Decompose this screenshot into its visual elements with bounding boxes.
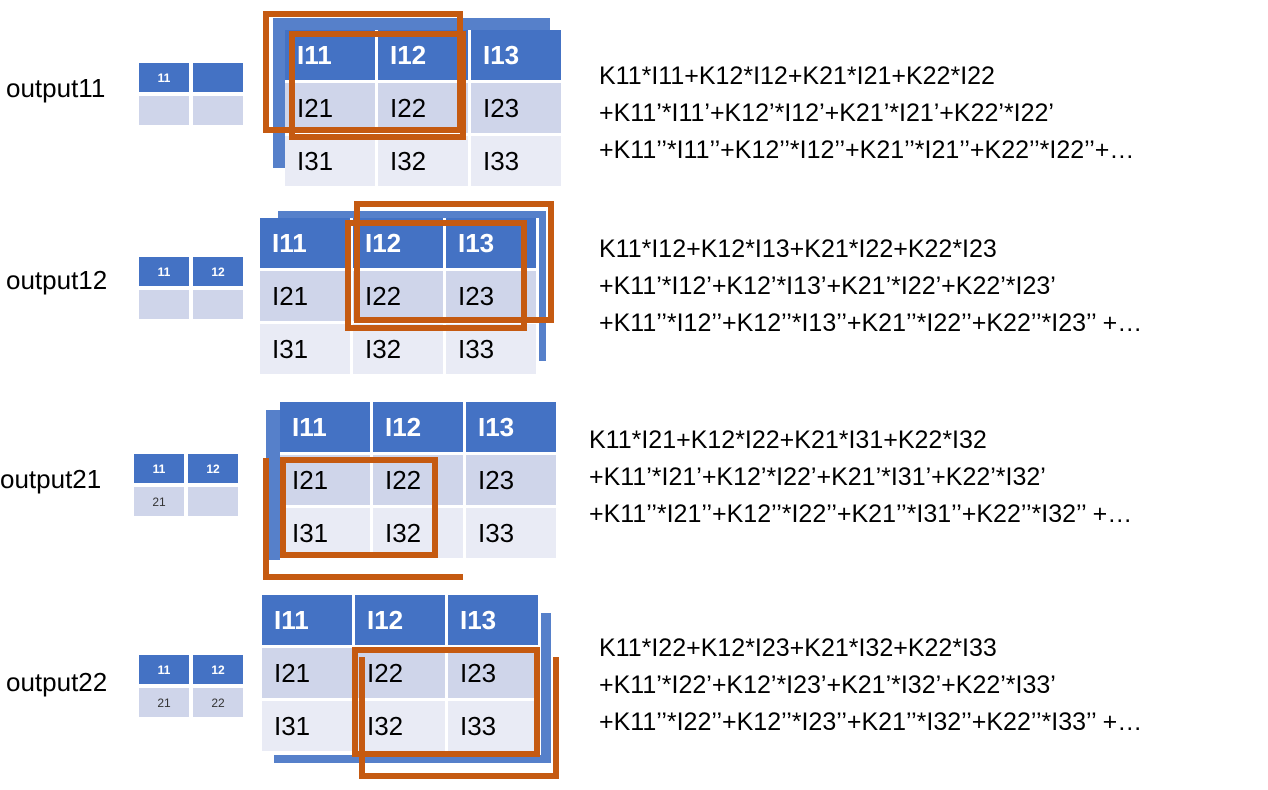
input-stack: I11 I12 I13 I21 I22 I23 I31 I32 I33 <box>260 209 546 378</box>
input-cell: I22 <box>353 271 443 321</box>
formula-line: +K11’’*I12’’+K12’’*I13’’+K21’’*I22’’+K22… <box>599 309 1143 337</box>
input-cell: I32 <box>355 701 445 751</box>
input-cell: I13 <box>466 402 556 452</box>
output-label: output11 <box>6 73 106 103</box>
output-cell <box>188 487 238 516</box>
input-cell: I23 <box>448 648 538 698</box>
kernel-window-back <box>263 458 463 580</box>
output-cell: 12 <box>193 257 243 286</box>
input-cell: I22 <box>355 648 445 698</box>
output-cell <box>139 290 189 319</box>
row-output11: output11 11 I11 I12 I13 I21 I22 I23 I31 … <box>0 0 1268 195</box>
input-layer-front: I11 I12 I13 I21 I22 I23 I31 I32 I33 <box>262 595 541 755</box>
input-cell: I11 <box>262 595 352 645</box>
input-cell: I33 <box>471 136 561 186</box>
formula-line: +K11’’*I11’’+K12’’*I12’’+K21’’*I21’’+K22… <box>599 136 1135 164</box>
formula: K11*I11+K12*I12+K21*I21+K22*I22 +K11’*I1… <box>599 58 1134 169</box>
output-cell <box>139 96 189 125</box>
formula-line: K11*I21+K12*I22+K21*I31+K22*I32 <box>589 426 987 454</box>
output-cell: 11 <box>134 454 184 483</box>
output-cell: 12 <box>188 454 238 483</box>
output-cell: 11 <box>139 655 189 684</box>
input-cell: I21 <box>260 271 350 321</box>
input-cell: I21 <box>262 648 352 698</box>
input-cell: I12 <box>373 402 463 452</box>
input-layer-front: I11 I12 I13 I21 I22 I23 I31 I32 I33 <box>280 402 559 562</box>
input-cell: I32 <box>378 136 468 186</box>
formula-line: +K11’*I21’+K12’*I22’+K21’*I31’+K22’*I32’ <box>589 463 1046 491</box>
formula-line: +K11’*I22’+K12’*I23’+K21’*I32’+K22’*I33’ <box>599 671 1056 699</box>
kernel-window-back <box>359 657 559 779</box>
output-cell: 11 <box>139 63 189 92</box>
output-cell: 11 <box>139 257 189 286</box>
output-cell <box>193 63 243 92</box>
output-cell <box>193 96 243 125</box>
formula-line: +K11’’*I21’’+K12’’*I22’’+K21’’*I31’’+K22… <box>589 500 1133 528</box>
input-cell: I13 <box>471 30 561 80</box>
formula: K11*I21+K12*I22+K21*I31+K22*I32 +K11’*I2… <box>589 422 1132 533</box>
input-cell: I31 <box>280 508 370 558</box>
input-cell: I33 <box>446 324 536 374</box>
input-cell: I23 <box>466 455 556 505</box>
kernel-window <box>345 220 527 331</box>
input-cell: I22 <box>373 455 463 505</box>
output-cell: 12 <box>193 655 243 684</box>
input-stack: I11 I12 I13 I21 I22 I23 I31 I32 I33 <box>273 18 564 190</box>
output-cell: 21 <box>134 487 184 516</box>
input-cell: I12 <box>353 218 443 268</box>
input-layer-front: I11 I12 I13 I21 I22 I23 I31 I32 I33 <box>285 30 564 190</box>
input-layer-front: I11 I12 I13 I21 I22 I23 I31 I32 I33 <box>260 218 539 378</box>
input-cell: I32 <box>373 508 463 558</box>
output-grid: 11 12 21 22 <box>139 655 245 719</box>
input-cell: I12 <box>378 30 468 80</box>
kernel-window <box>280 457 438 558</box>
output-label: output22 <box>6 667 108 697</box>
output-label: output21 <box>0 464 102 494</box>
input-cell: I11 <box>260 218 350 268</box>
formula-line: +K11’’*I22’’+K12’’*I23’’+K21’’*I32’’+K22… <box>599 708 1143 736</box>
input-cell: I32 <box>353 324 443 374</box>
output-grid: 11 <box>139 63 245 127</box>
formula-line: K11*I22+K12*I23+K21*I32+K22*I33 <box>599 634 997 662</box>
input-cell: I33 <box>466 508 556 558</box>
input-stack: I11 I12 I13 I21 I22 I23 I31 I32 I33 <box>262 595 551 763</box>
output-grid: 11 12 <box>139 257 245 321</box>
input-cell: I31 <box>285 136 375 186</box>
formula: K11*I12+K12*I13+K21*I22+K22*I23 +K11’*I1… <box>599 231 1142 342</box>
kernel-window-back <box>354 201 554 323</box>
kernel-window <box>352 647 540 757</box>
input-stack: I11 I12 I13 I21 I22 I23 I31 I32 I33 <box>266 402 559 562</box>
output-label: output12 <box>6 265 108 295</box>
input-cell: I21 <box>280 455 370 505</box>
output-cell: 22 <box>193 688 243 717</box>
formula-line: +K11’*I11’+K12’*I12’+K21’*I21’+K22’*I22’ <box>599 99 1054 127</box>
input-cell: I12 <box>355 595 445 645</box>
row-output12: output12 11 12 I11 I12 I13 I21 I22 I23 I… <box>0 195 1268 390</box>
formula: K11*I22+K12*I23+K21*I32+K22*I33 +K11’*I2… <box>599 630 1142 741</box>
input-cell: I21 <box>285 83 375 133</box>
output-cell: 21 <box>139 688 189 717</box>
formula-line: K11*I12+K12*I13+K21*I22+K22*I23 <box>599 235 997 263</box>
input-cell: I31 <box>260 324 350 374</box>
row-output21: output21 11 12 21 I11 I12 I13 I21 I22 I2… <box>0 390 1268 585</box>
output-cell <box>193 290 243 319</box>
input-cell: I13 <box>448 595 538 645</box>
input-cell: I11 <box>285 30 375 80</box>
input-cell: I31 <box>262 701 352 751</box>
row-output22: output22 11 12 21 22 I11 I12 I13 I21 I22… <box>0 585 1268 780</box>
input-cell: I22 <box>378 83 468 133</box>
input-cell: I33 <box>448 701 538 751</box>
formula-line: +K11’*I12’+K12’*I13’+K21’*I22’+K22’*I23’ <box>599 272 1056 300</box>
input-cell: I11 <box>280 402 370 452</box>
output-grid: 11 12 21 <box>134 454 240 518</box>
kernel-window <box>289 31 466 140</box>
input-cell: I23 <box>471 83 561 133</box>
formula-line: K11*I11+K12*I12+K21*I21+K22*I22 <box>599 62 995 90</box>
